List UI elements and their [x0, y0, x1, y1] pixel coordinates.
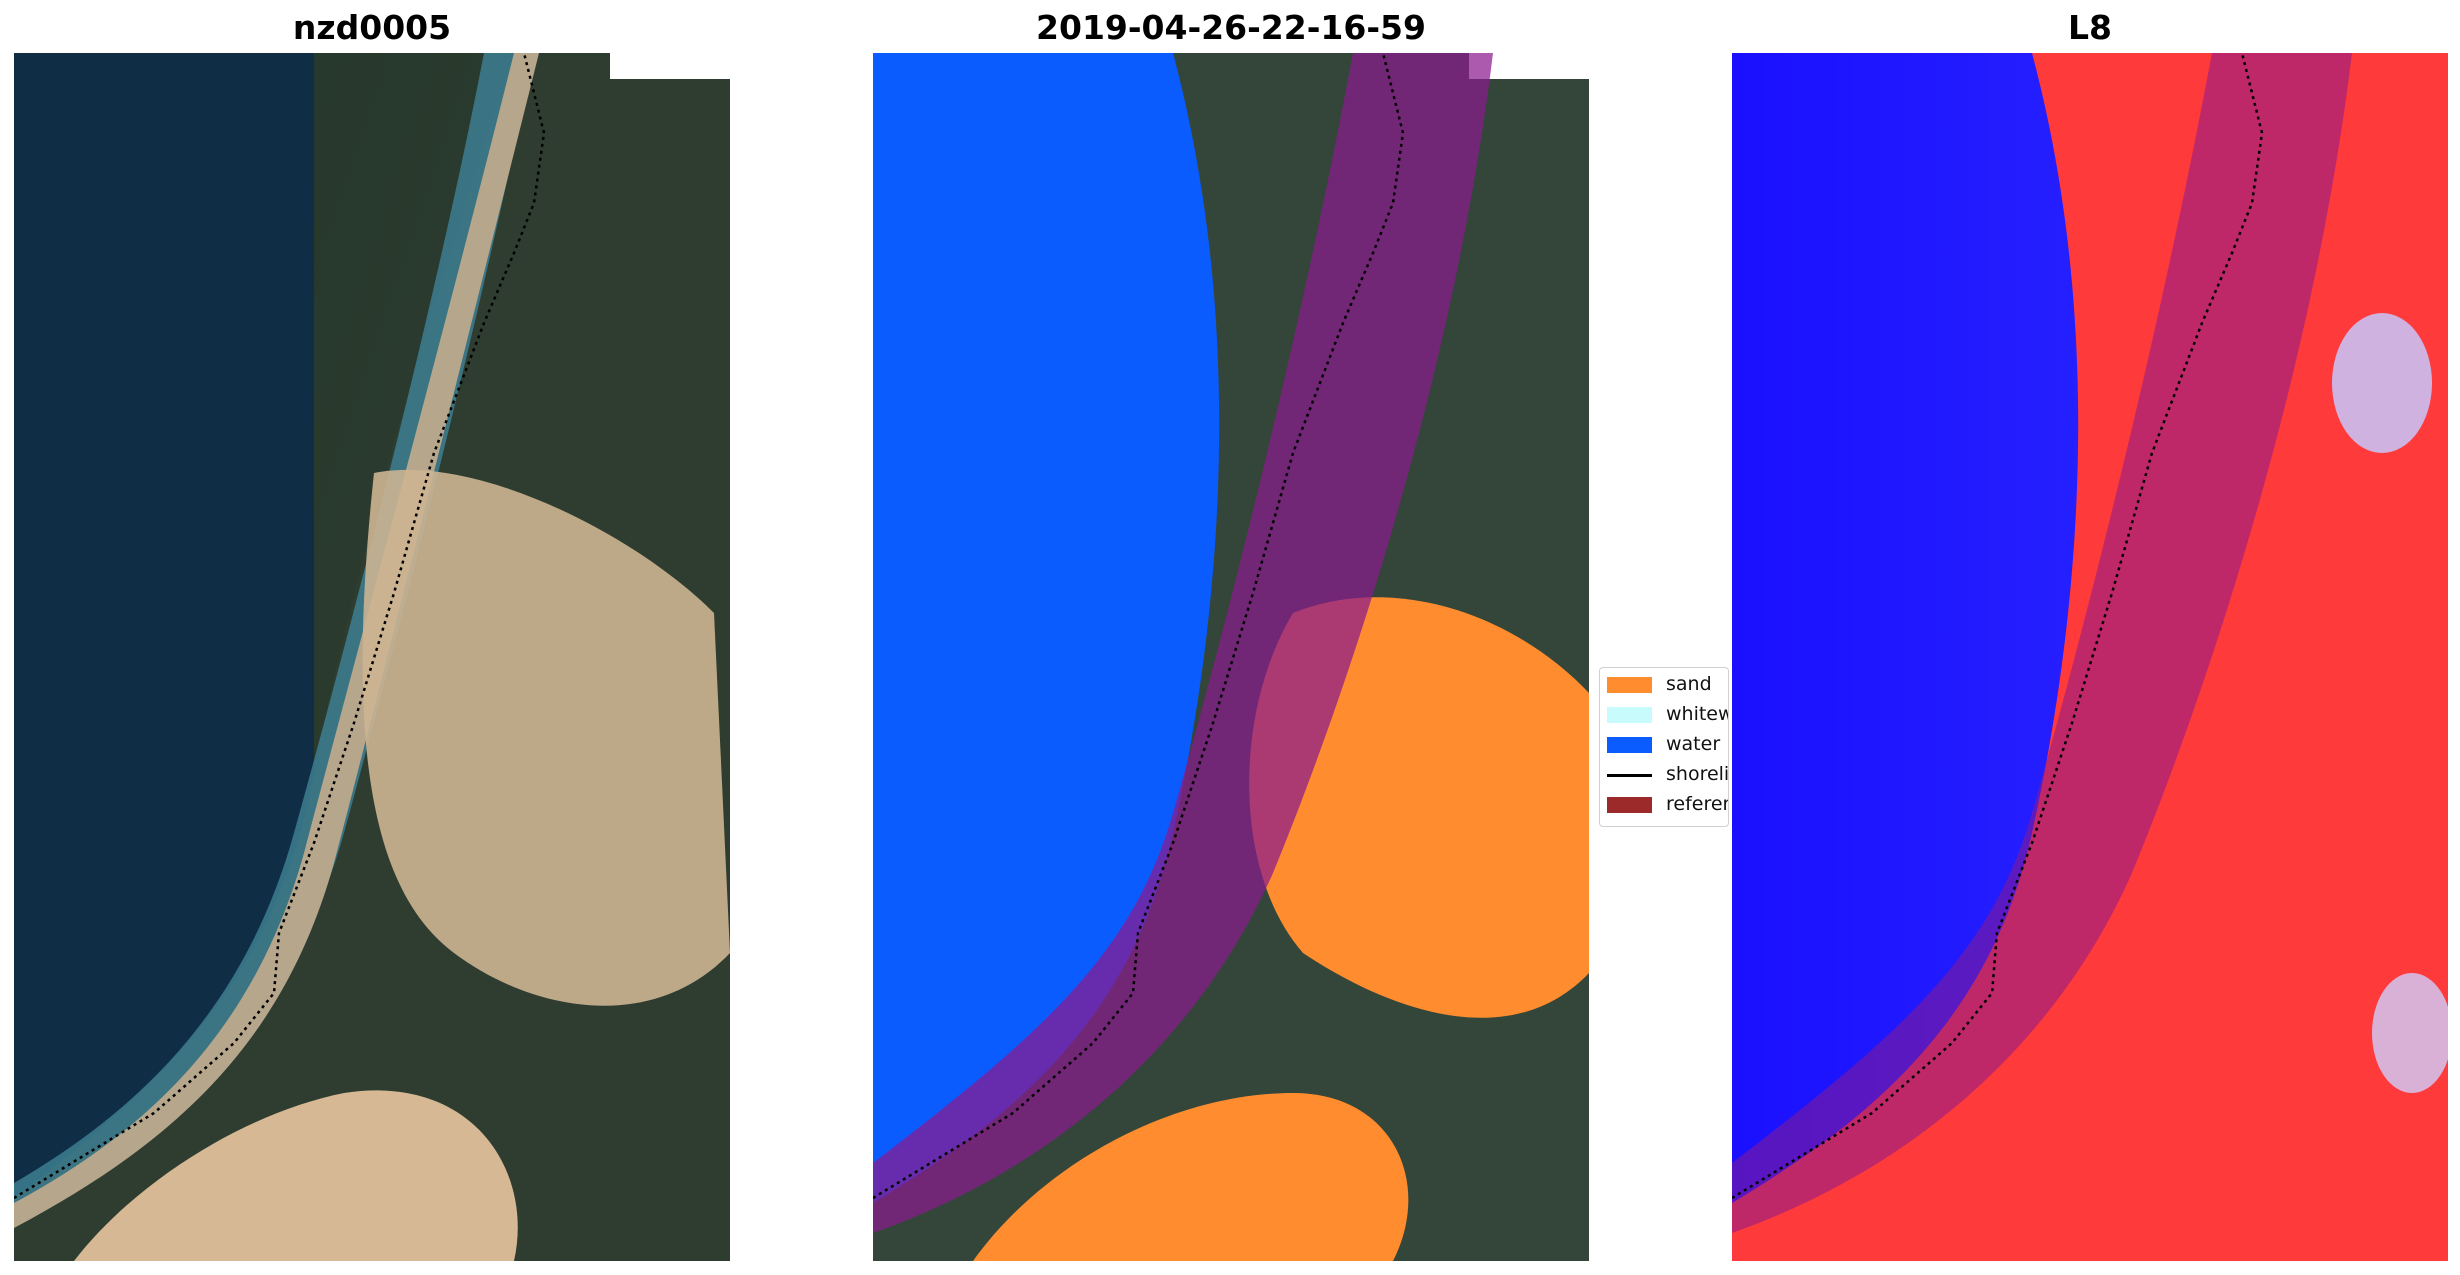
- rgb-image-panel: [14, 53, 730, 1261]
- reference-buffer: [873, 53, 1493, 1233]
- index-image: [1732, 53, 2448, 1261]
- panel-title-classification: 2019-04-26-22-16-59: [1036, 8, 1426, 47]
- shoreline-line-index: [1732, 53, 2264, 1200]
- legend-line-shoreline: [1607, 774, 1652, 777]
- class-sand-south: [973, 1093, 1409, 1261]
- legend-label: sand: [1666, 673, 1712, 695]
- legend-label: reference shoreline buffer: [1666, 793, 1728, 815]
- legend-label: water: [1666, 733, 1721, 755]
- legend-label: shoreline: [1666, 763, 1729, 785]
- dune-field: [362, 469, 730, 1006]
- reference-buffer-index: [1732, 53, 2352, 1233]
- legend-swatch-reference-buffer: [1607, 797, 1652, 813]
- classification-panel: [873, 53, 1589, 1261]
- shoreline-line: [14, 53, 546, 1200]
- legend-swatch-whitewater: [1607, 707, 1652, 723]
- legend-swatch-sand: [1607, 677, 1652, 693]
- panel-title-index: L8: [2068, 8, 2112, 47]
- dune-south: [74, 1090, 518, 1261]
- index-panel: [1732, 53, 2448, 1261]
- legend-item-reference-buffer: reference shoreline buffer: [1600, 792, 1728, 816]
- rgb-image: [14, 53, 730, 1261]
- legend-item-sand: sand: [1600, 672, 1728, 696]
- legend-swatch-water: [1607, 737, 1652, 753]
- beach: [14, 53, 539, 1228]
- legend-item-shoreline: shoreline: [1600, 762, 1729, 786]
- legend-item-water: water: [1600, 732, 1728, 756]
- classification-image: [873, 53, 1589, 1261]
- shoreline-line-classified: [873, 53, 1405, 1200]
- panel-title-rgb: nzd0005: [292, 8, 452, 47]
